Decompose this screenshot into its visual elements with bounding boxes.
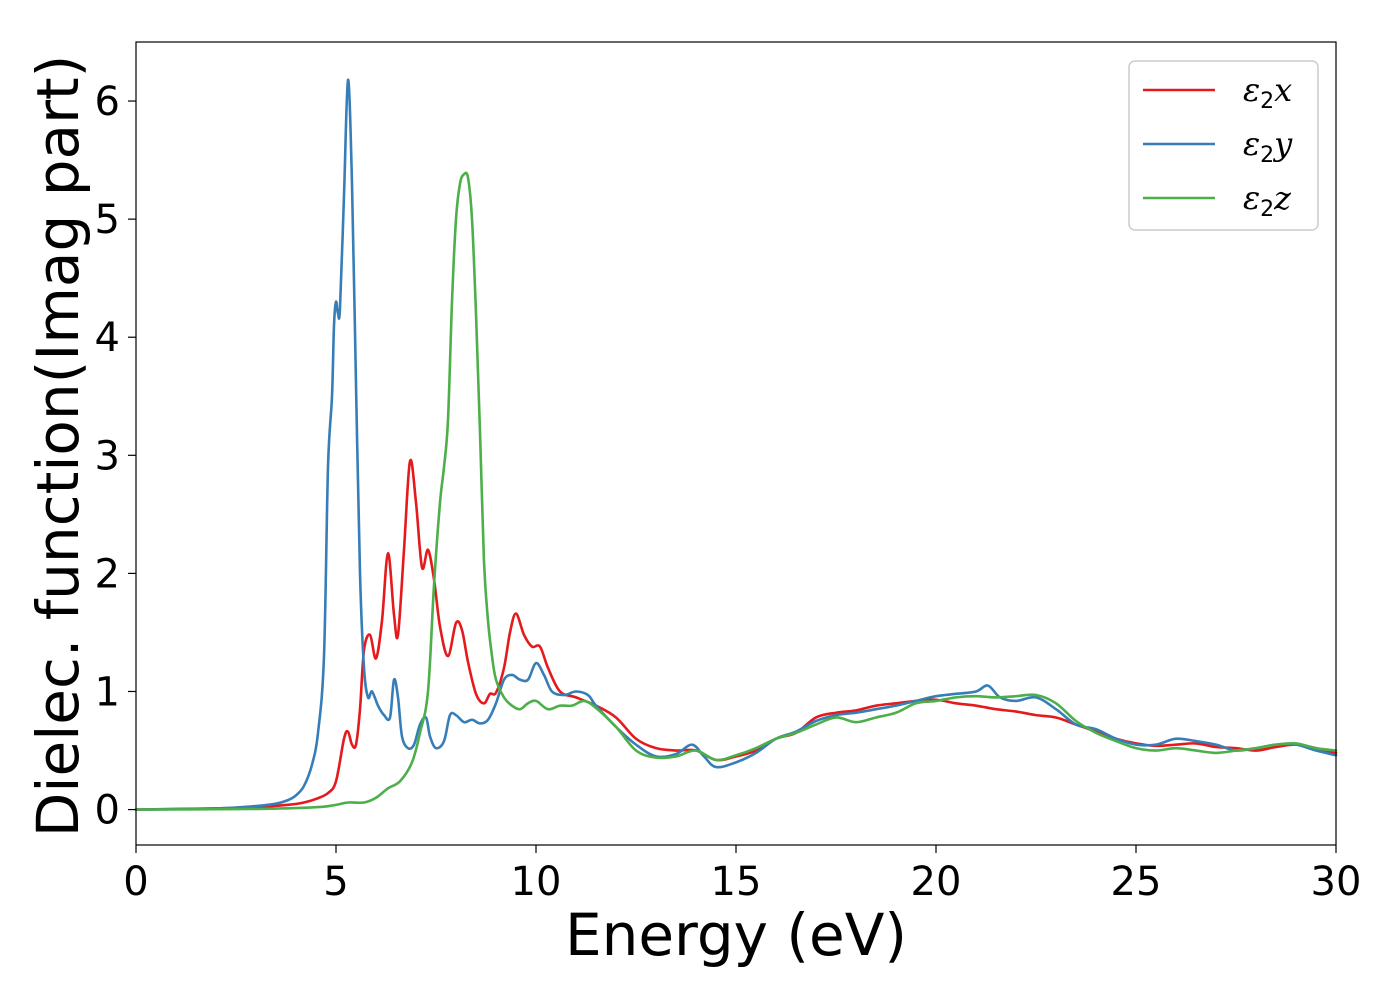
x-tick-label: 10 <box>511 859 562 905</box>
legend-label-x: ε2x <box>1243 71 1292 114</box>
x-tick-label: 30 <box>1311 859 1362 905</box>
y-tick-label: 4 <box>95 315 120 361</box>
series-line-y <box>134 78 1338 811</box>
series-line-x <box>134 458 1338 811</box>
legend-label-y: ε2y <box>1243 125 1293 168</box>
x-tick-label: 0 <box>123 859 148 905</box>
x-tick-label: 5 <box>323 859 348 905</box>
x-tick-label: 20 <box>911 859 962 905</box>
y-tick-label: 0 <box>95 788 120 834</box>
series-line-z <box>134 171 1338 811</box>
y-tick-label: 2 <box>95 551 120 597</box>
x-tick-label: 25 <box>1111 859 1162 905</box>
y-tick-label: 3 <box>95 433 120 479</box>
legend-box <box>1128 60 1319 231</box>
y-tick-label: 5 <box>95 197 120 243</box>
y-axis-title: Dielec. function(Imag part) <box>24 55 92 838</box>
x-axis-title: Energy (eV) <box>565 901 907 969</box>
y-tick-label: 6 <box>95 79 120 125</box>
x-axis-ticks: 0 5 10 15 20 25 30 <box>123 845 1361 905</box>
y-tick-label: 1 <box>95 669 120 715</box>
legend: ε2x ε2y ε2z <box>1128 60 1319 231</box>
series-layer <box>134 78 1338 811</box>
y-axis-ticks: 0 1 2 3 4 5 6 <box>95 79 136 834</box>
x-tick-label: 15 <box>711 859 762 905</box>
legend-label-z: ε2z <box>1243 179 1292 222</box>
